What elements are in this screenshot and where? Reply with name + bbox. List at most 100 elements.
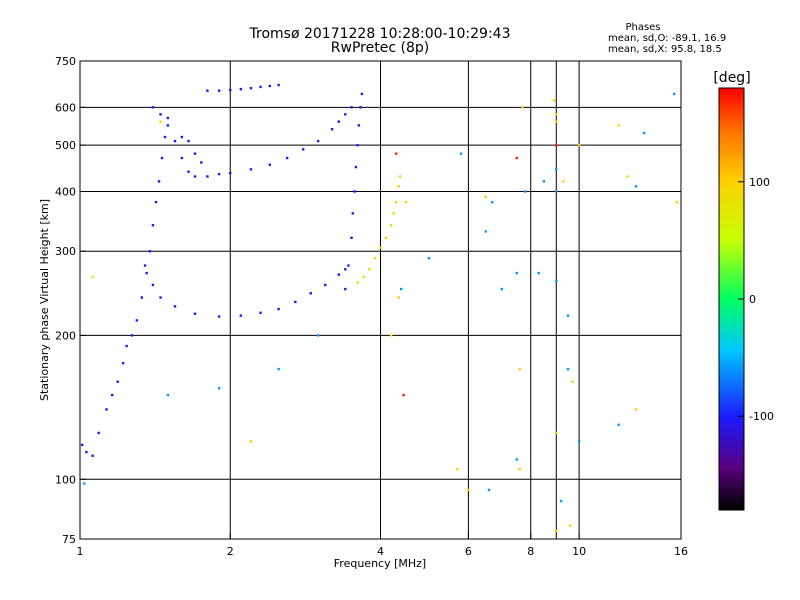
data-point: [217, 89, 221, 92]
data-point: [249, 440, 253, 443]
data-point: [555, 113, 558, 116]
data-point: [356, 143, 359, 147]
data-point: [555, 431, 558, 435]
y-tick-label: 600: [55, 101, 76, 114]
data-point: [555, 529, 558, 533]
data-point: [350, 236, 353, 240]
data-point: [397, 185, 400, 188]
data-point: [173, 139, 177, 143]
data-point: [344, 268, 347, 271]
data-point: [555, 168, 558, 171]
data-point: [617, 423, 620, 427]
data-points: [80, 83, 679, 533]
data-point: [151, 283, 155, 287]
data-point: [518, 467, 521, 471]
data-point: [555, 279, 558, 283]
data-point: [187, 170, 190, 173]
data-point: [562, 180, 565, 183]
x-tick-label: 8: [527, 545, 534, 558]
data-point: [542, 180, 546, 183]
data-point: [571, 380, 574, 383]
data-point: [577, 143, 581, 147]
colorbar-tick-label: 0: [749, 293, 756, 306]
data-point: [160, 156, 164, 160]
data-point: [354, 165, 358, 169]
y-tick-label: 500: [55, 139, 76, 152]
data-point: [359, 106, 362, 109]
data-point: [484, 230, 487, 233]
colorbar-unit-label: [deg]: [713, 70, 750, 86]
data-point: [200, 161, 203, 164]
data-point: [268, 163, 271, 166]
data-point: [404, 200, 408, 204]
data-point: [337, 273, 341, 276]
y-tick-label: 100: [55, 473, 76, 486]
data-point: [217, 387, 221, 390]
data-point: [467, 488, 470, 492]
data-point: [151, 224, 155, 227]
y-tick-label: 750: [55, 55, 76, 68]
data-point: [398, 175, 402, 178]
data-point: [159, 296, 162, 299]
data-point: [617, 124, 620, 127]
data-point: [159, 113, 162, 116]
y-tick-label: 400: [55, 185, 76, 198]
data-point: [187, 139, 190, 143]
data-point: [399, 287, 403, 291]
plot-subtitle: RwPretec (8p): [330, 40, 430, 56]
data-point: [277, 307, 280, 311]
data-point: [379, 246, 382, 249]
data-point: [80, 443, 84, 447]
data-point: [277, 367, 280, 371]
data-point: [360, 92, 364, 96]
data-point: [389, 224, 393, 227]
data-point: [91, 454, 94, 457]
data-point: [294, 300, 297, 304]
data-point: [456, 467, 459, 471]
data-point: [148, 250, 152, 253]
data-point: [163, 135, 167, 139]
data-point: [362, 275, 365, 279]
colorbar-ticks: 100 0 -100: [738, 176, 774, 423]
data-point: [157, 180, 161, 183]
data-point: [642, 131, 646, 135]
y-tick-label: 75: [62, 533, 76, 546]
data-point: [277, 83, 280, 87]
data-point: [83, 482, 86, 485]
data-point: [350, 106, 353, 109]
data-point: [397, 296, 400, 299]
data-point: [97, 431, 100, 435]
x-tick-label: 16: [674, 545, 688, 558]
x-tick-label: 6: [465, 545, 472, 558]
data-point: [484, 195, 487, 198]
axis-ticks: 1 2 4 6 8 10 16 75 100 200 300 400 500 600 750: [55, 55, 688, 558]
x-tick-label: 2: [227, 545, 234, 558]
data-point: [166, 124, 170, 127]
data-point: [515, 271, 518, 275]
data-point: [85, 450, 88, 454]
data-point: [566, 314, 570, 317]
data-point: [459, 152, 463, 155]
data-point: [368, 268, 371, 271]
data-point: [672, 92, 676, 96]
data-point: [384, 236, 388, 240]
data-point: [125, 344, 128, 348]
data-point: [394, 152, 398, 155]
data-point: [268, 84, 271, 88]
data-point: [116, 380, 119, 383]
data-point: [537, 271, 540, 275]
data-point: [524, 190, 527, 193]
colorbar-tick-label: 100: [749, 176, 770, 189]
data-point: [402, 393, 405, 397]
plot-title: Tromsø 20171228 10:28:00-10:29:43: [249, 26, 511, 42]
data-point: [217, 172, 221, 176]
data-point: [552, 99, 556, 102]
data-point: [166, 393, 170, 397]
phases-heading: Phases: [625, 22, 661, 33]
data-point: [309, 292, 312, 295]
data-point: [427, 257, 431, 260]
data-point: [316, 139, 320, 143]
data-point: [394, 200, 398, 204]
data-point: [373, 257, 377, 260]
